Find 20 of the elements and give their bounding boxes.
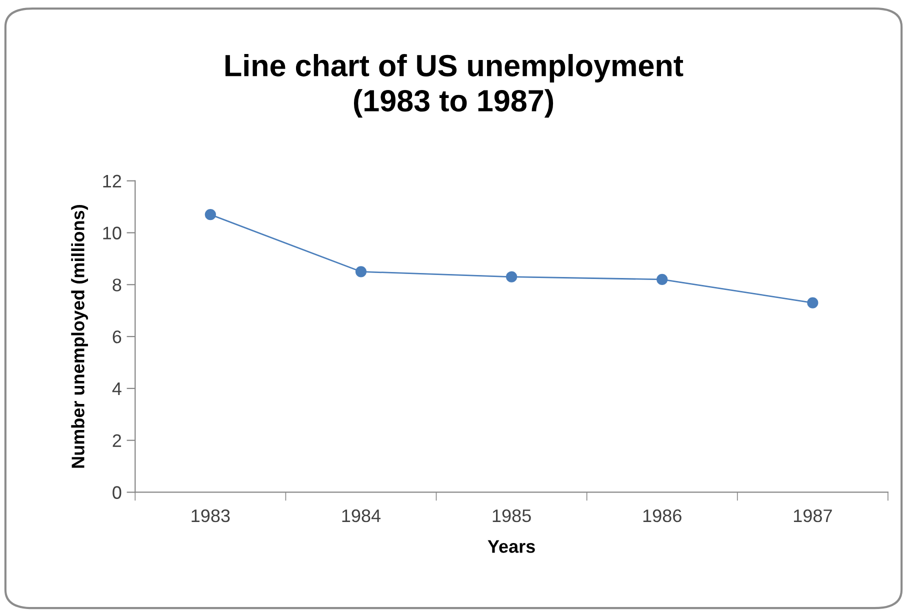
- x-tick-label: 1984: [342, 509, 381, 522]
- x-tick-label: 1986: [643, 509, 682, 522]
- point: [656, 274, 668, 285]
- x-tick-label: 1985: [492, 509, 531, 522]
- chart-title: Line chart of US unemployment (1983 to 1987): [226, 54, 684, 118]
- y-axis-title: Number unemployed (millions): [71, 205, 88, 468]
- y-tick-label: 8: [112, 278, 122, 292]
- y-tick-label: 12: [103, 174, 122, 188]
- x-tick-label: 1987: [794, 509, 832, 522]
- x-axis-title: Years: [488, 540, 535, 553]
- y-tick-label: 0: [112, 486, 122, 499]
- x-tick-label: 1983: [192, 509, 230, 522]
- y-tick-label: 4: [112, 382, 122, 395]
- y-tick-label: 2: [112, 434, 122, 447]
- point: [506, 271, 518, 282]
- y-tick-label: 10: [103, 226, 122, 240]
- y-tick-label: 6: [112, 330, 122, 344]
- point: [355, 266, 367, 278]
- point: [807, 297, 818, 308]
- point: [204, 209, 216, 220]
